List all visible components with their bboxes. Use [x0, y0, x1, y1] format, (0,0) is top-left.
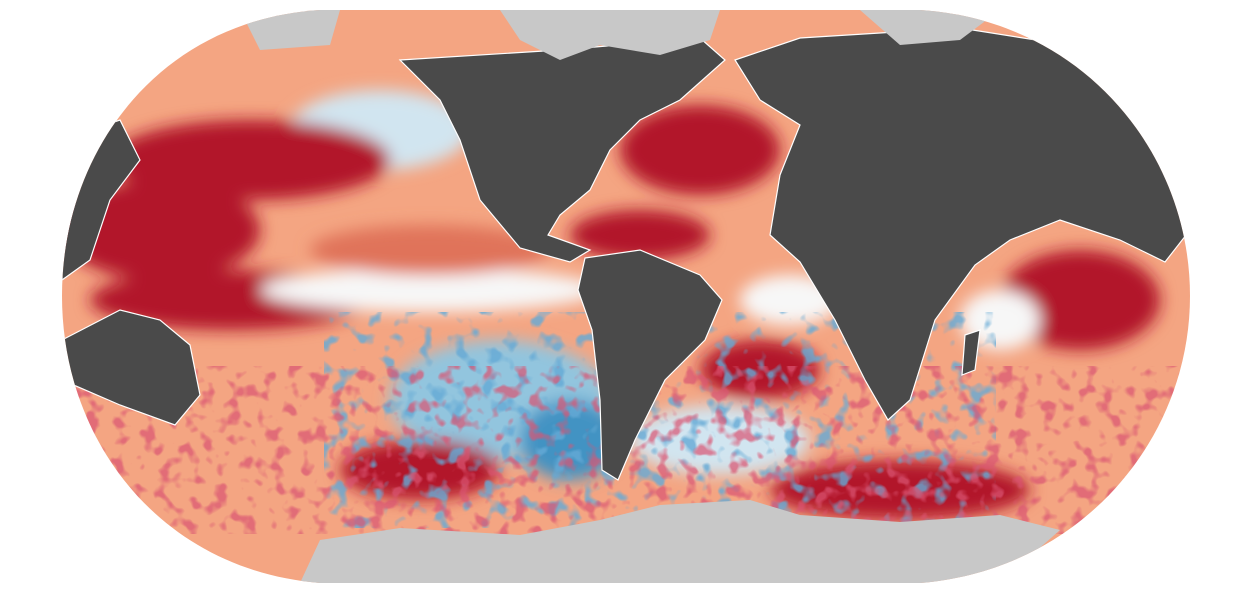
arctic-ice-east [860, 10, 1000, 45]
anomaly-warm-east-pacific [310, 225, 550, 275]
anomaly-warm-north-atlantic [620, 105, 780, 195]
greenland [500, 10, 720, 60]
antarctica [300, 500, 1060, 583]
ice [240, 10, 1060, 583]
madagascar [961, 329, 981, 376]
anomaly-warm-west-pacific [62, 180, 260, 280]
anomaly-warm-caribbean [570, 210, 710, 260]
anomaly-neutral-equatorial-pacific [260, 268, 600, 312]
australia [62, 309, 201, 426]
anomaly-neutral-indian-ocean [960, 290, 1040, 350]
north-america [398, 37, 726, 263]
anomaly-warm-kuroshio [110, 120, 390, 200]
anomaly-warm-indian-ocean [1000, 250, 1160, 350]
arctic-ice-west [240, 10, 340, 50]
south-america [577, 249, 723, 481]
land [62, 27, 1190, 481]
